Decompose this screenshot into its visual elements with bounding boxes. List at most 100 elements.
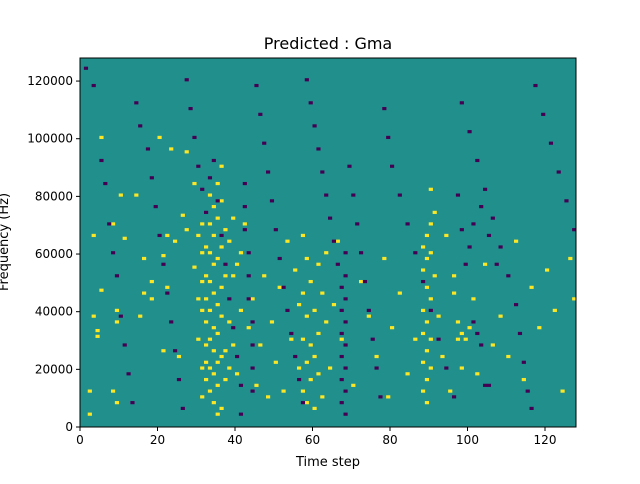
heatmap-cell-high [134, 193, 139, 197]
heatmap-cell-high [300, 389, 306, 393]
heatmap-cell-low [200, 187, 205, 191]
heatmap-cell-high [111, 389, 116, 393]
heatmap-cell-low [459, 101, 464, 105]
heatmap-cell-high [114, 401, 120, 405]
heatmap-cell-high [204, 297, 209, 301]
heatmap-cell-high [424, 377, 430, 382]
heatmap-cell-low [188, 107, 193, 111]
heatmap-cell-low [250, 389, 255, 393]
plot-area [80, 58, 577, 427]
heatmap-cell-high [421, 245, 426, 249]
heatmap-cell-low [498, 245, 503, 249]
heatmap-cell-low [339, 285, 344, 289]
heatmap-cell-low [347, 164, 352, 168]
heatmap-cell-low [390, 164, 395, 168]
heatmap-cell-low [339, 308, 344, 312]
heatmap-cell-low [362, 279, 368, 284]
heatmap-cell-high [149, 279, 154, 284]
heatmap-cell-high [219, 406, 224, 410]
heatmap-cell-low [339, 354, 344, 359]
heatmap-cell-low [343, 320, 348, 324]
heatmap-cell-high [227, 366, 232, 370]
heatmap-cell-high [196, 337, 201, 341]
heatmap-cell-low [413, 251, 418, 255]
heatmap-cell-high [204, 377, 209, 382]
heatmap-cell-low [227, 297, 232, 301]
heatmap-cell-low [529, 406, 534, 410]
heatmap-cell-low [479, 343, 484, 347]
heatmap-cell-low [126, 372, 131, 376]
heatmap-cell-low [242, 205, 247, 209]
x-axis: 0 20 40 60 80 100 120 [76, 427, 556, 447]
heatmap-cell-low [556, 170, 561, 174]
heatmap-cell-high [440, 354, 445, 359]
heatmap-cell-high [219, 354, 224, 359]
heatmap-cell-low [300, 401, 306, 405]
heatmap-cell-low [343, 366, 348, 370]
heatmap-cell-low [91, 83, 96, 88]
heatmap-cell-high [204, 245, 209, 249]
heatmap-cell-high [165, 285, 170, 289]
heatmap-cell-high [196, 233, 201, 238]
heatmap-cell-high [490, 343, 495, 347]
heatmap-cell-low [207, 176, 213, 180]
heatmap-cell-high [428, 366, 433, 370]
heatmap-cell-low [145, 147, 151, 151]
heatmap-cell-low [483, 383, 488, 387]
heatmap-cell-high [142, 291, 147, 295]
x-tick-label: 40 [227, 433, 242, 447]
heatmap-cell-high [545, 268, 550, 272]
heatmap-cell-high [211, 205, 216, 209]
heatmap-cell-high [428, 187, 433, 191]
heatmap-cell-high [324, 320, 329, 324]
heatmap-cell-high [397, 291, 402, 295]
heatmap-cell-high [366, 314, 371, 318]
heatmap-cell-low [521, 360, 526, 364]
heatmap-cell-high [200, 366, 205, 370]
heatmap-cell-low [118, 314, 123, 318]
heatmap-cell-low [355, 222, 360, 226]
heatmap-cell-low [196, 164, 201, 168]
heatmap-cell-low [165, 291, 170, 295]
heatmap-cell-low [169, 320, 174, 324]
heatmap-cell-high [483, 262, 488, 266]
heatmap-cell-high [231, 274, 236, 278]
heatmap-cell-low [297, 377, 302, 382]
heatmap-cell-high [258, 343, 263, 347]
heatmap-cell-low [324, 193, 329, 197]
heatmap-cell-high [207, 337, 213, 341]
heatmap-cell-low [258, 112, 263, 116]
heatmap-cell-low [246, 297, 251, 301]
heatmap-cell-high [200, 222, 205, 226]
heatmap-cell-high [312, 308, 317, 312]
heatmap-cell-low [235, 354, 240, 359]
heatmap-cell-low [471, 222, 476, 226]
heatmap-cell-low [204, 210, 209, 214]
heatmap-cell-high [308, 279, 313, 284]
heatmap-cell-high [207, 279, 213, 284]
heatmap-cell-low [386, 135, 391, 140]
heatmap-cell-high [273, 360, 278, 364]
heatmap-cell-low [320, 170, 325, 174]
heatmap-cell-high [304, 360, 309, 364]
heatmap-cell-low [452, 395, 457, 399]
heatmap-cell-high [459, 366, 464, 370]
heatmap-cell-low [506, 274, 511, 278]
heatmap-cell-low [262, 141, 267, 145]
chart-title: Predicted : Gma [264, 34, 392, 53]
heatmap-cell-high [169, 147, 174, 151]
heatmap-cell-high [91, 314, 96, 318]
heatmap-cell-high [157, 135, 162, 140]
heatmap-cell-high [320, 291, 325, 295]
heatmap-cell-high [529, 285, 534, 289]
heatmap-cell-high [173, 239, 178, 243]
heatmap-cell-high [231, 216, 236, 220]
heatmap-cell-low [281, 285, 286, 289]
y-axis-label: Frequency (Hz) [0, 193, 12, 291]
heatmap-cell-high [428, 297, 433, 301]
y-tick-label: 100000 [27, 132, 73, 146]
heatmap-cell-low [517, 331, 523, 336]
heatmap-cell-high [331, 303, 337, 307]
heatmap-cell-low [122, 343, 127, 347]
heatmap-cell-low [351, 193, 356, 197]
